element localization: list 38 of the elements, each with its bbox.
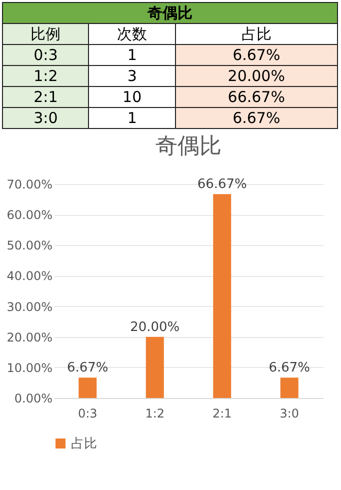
y-tick-label: 10.00% — [6, 360, 52, 375]
bar — [78, 378, 97, 398]
bar — [213, 194, 232, 398]
bar — [146, 336, 164, 398]
x-tick-label: 2:1 — [212, 406, 232, 420]
text: 奇偶比 — [2, 2, 338, 24]
data-label: 6.67% — [175, 108, 338, 128]
data-label: 66.67% — [175, 86, 338, 108]
text: 比例 — [2, 24, 89, 44]
data-label: 10 — [88, 86, 176, 108]
category-label: 3:0 — [2, 108, 89, 128]
data-label: 6.67% — [175, 44, 338, 66]
category-label: 0:3 — [2, 44, 89, 66]
y-tick-label: 0.00% — [14, 392, 52, 406]
y-tick-label: 20.00% — [6, 330, 52, 344]
data-label: 6.67% — [66, 360, 108, 376]
data-label: 20.00% — [175, 66, 338, 86]
legend-label: 占比 — [71, 436, 97, 452]
series-label: 次数 — [88, 24, 176, 44]
y-tick-label: 60.00% — [6, 208, 52, 222]
chart-title: 奇偶比 — [156, 134, 222, 159]
data-label: 6.67% — [268, 360, 310, 376]
x-tick-label: 1:2 — [145, 406, 165, 420]
series-label: 占比 — [175, 24, 338, 44]
category-label: 2:1 — [2, 86, 89, 108]
y-tick-label: 40.00% — [6, 269, 52, 284]
x-tick-label: 0:3 — [78, 406, 98, 420]
data-label: 1 — [88, 108, 176, 128]
data-label: 3 — [88, 66, 176, 86]
y-tick-label: 70.00% — [6, 178, 52, 192]
data-label: 66.67% — [197, 177, 247, 192]
bar — [280, 378, 298, 398]
y-tick-label: 30.00% — [6, 300, 52, 314]
data-label: 1 — [88, 44, 176, 66]
category-label: 1:2 — [2, 66, 89, 86]
x-tick-label: 3:0 — [280, 406, 300, 420]
y-tick-label: 50.00% — [6, 238, 52, 253]
data-label: 20.00% — [130, 320, 180, 335]
